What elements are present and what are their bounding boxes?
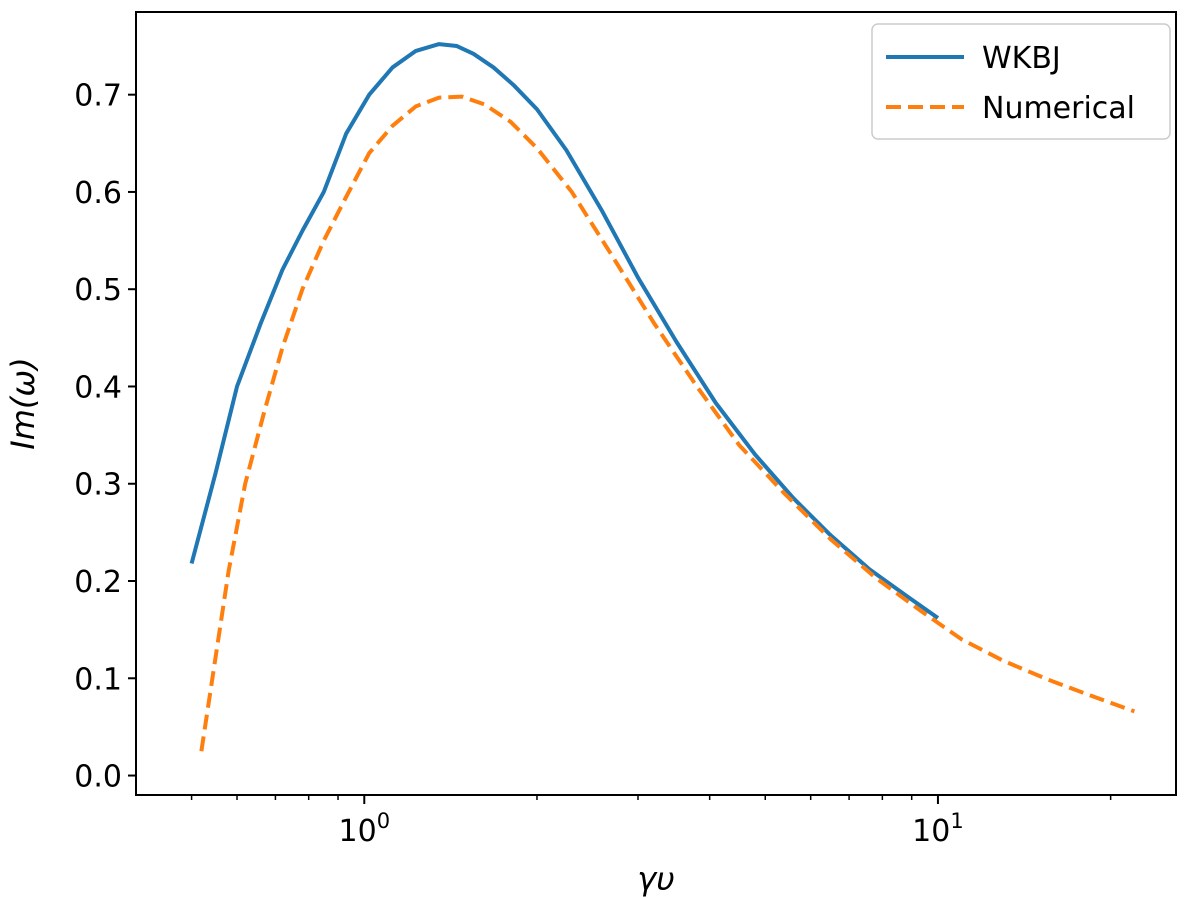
x-axis-label: γυ xyxy=(637,860,674,898)
y-tick-label: 0.7 xyxy=(74,79,122,114)
ticks: 0.0 0.1 0.2 0.3 0.4 0.5 0.6 0.7 100 101 xyxy=(74,79,1112,849)
y-tick-label: 0.3 xyxy=(74,468,122,503)
y-axis-label: Im(ω) xyxy=(4,357,42,449)
y-tick-label: 0.2 xyxy=(74,565,122,600)
plot-area xyxy=(189,42,1136,752)
legend: WKBJ Numerical xyxy=(871,23,1171,140)
legend-box xyxy=(871,23,1171,140)
x-tick-label: 100 xyxy=(339,809,391,849)
series-line-numerical xyxy=(199,94,1136,752)
axes-frame xyxy=(135,11,1177,796)
y-tick-label: 0.5 xyxy=(74,273,122,308)
series-line-wkbj xyxy=(189,42,940,620)
legend-label-numerical: Numerical xyxy=(982,91,1135,126)
y-tick-label: 0.1 xyxy=(74,662,122,697)
legend-label-wkbj: WKBJ xyxy=(982,41,1061,76)
axes xyxy=(135,11,1177,796)
y-tick-label: 0.0 xyxy=(74,760,122,795)
y-tick-label: 0.6 xyxy=(74,176,122,211)
x-tick-label: 101 xyxy=(912,809,964,849)
y-tick-label: 0.4 xyxy=(74,370,122,405)
